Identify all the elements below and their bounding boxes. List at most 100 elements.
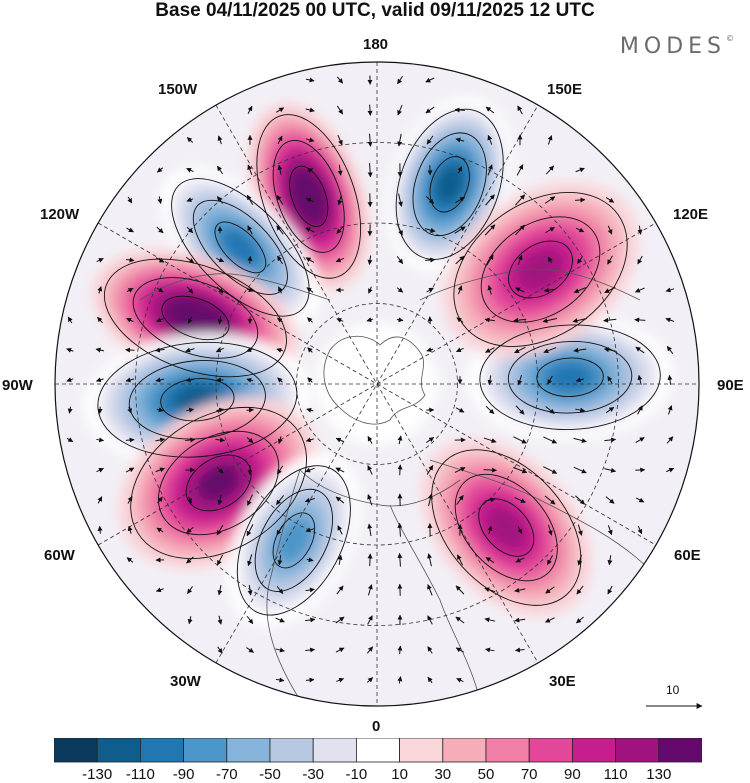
colorbar-tick-label: 70 — [520, 766, 538, 783]
lon-label-150e: 150E — [547, 81, 583, 98]
wind-vector — [277, 436, 283, 445]
wind-vector — [456, 554, 464, 566]
wind-vector — [367, 465, 373, 475]
wind-vector — [604, 467, 617, 473]
wind-vector — [514, 647, 525, 653]
wind-vector — [577, 256, 583, 264]
wind-vector — [575, 495, 585, 505]
colorbar-tick-label: -110 — [125, 766, 155, 783]
wind-vector — [307, 317, 313, 323]
contour-line — [97, 341, 298, 458]
contour-line — [412, 132, 487, 237]
contour-line — [454, 473, 558, 582]
wind-vector — [247, 554, 253, 567]
lon-label-180: 180 — [363, 36, 389, 53]
wind-vector — [607, 525, 613, 536]
wind-vector — [186, 556, 194, 564]
brand-name: MODES — [619, 34, 726, 59]
wind-vector — [517, 254, 523, 265]
wind-vector — [337, 554, 343, 565]
wind-vector — [337, 525, 343, 535]
wind-vector — [396, 317, 404, 323]
wind-vector — [306, 557, 314, 563]
wind-vector — [185, 347, 195, 353]
wind-vector — [513, 436, 527, 444]
wind-vector — [367, 523, 373, 537]
wind-vector — [337, 164, 343, 176]
wind-vector — [66, 437, 74, 443]
colorbar-cell — [399, 738, 444, 763]
wind-vector — [97, 525, 103, 534]
wind-vector — [217, 495, 223, 506]
wind-vector — [454, 467, 466, 473]
wind-vector — [457, 285, 463, 295]
wind-vector — [187, 496, 193, 504]
wind-vector — [426, 196, 434, 204]
wind-vector — [635, 497, 645, 503]
wind-vector — [573, 437, 587, 443]
wind-vector — [427, 615, 433, 625]
wind-vector — [605, 197, 615, 203]
wind-vector — [366, 646, 374, 654]
contour-line — [214, 221, 267, 274]
lon-label-30w: 30W — [170, 673, 201, 690]
wind-vector — [547, 256, 553, 264]
wind-vector — [155, 437, 166, 443]
wind-vector — [246, 377, 254, 383]
wind-vector — [573, 347, 587, 353]
wind-vector — [215, 347, 224, 353]
wind-vector — [455, 255, 465, 265]
wind-vector — [186, 137, 194, 143]
wind-vector — [575, 227, 585, 233]
wind-vector — [637, 526, 643, 535]
wind-vector — [483, 437, 497, 443]
wind-vector — [487, 134, 493, 145]
wind-vector — [666, 345, 674, 354]
wind-vector — [336, 585, 344, 595]
wind-vector — [185, 437, 196, 443]
brand-copyright: © — [726, 34, 734, 43]
wind-vector — [427, 646, 433, 654]
wind-vector — [456, 677, 464, 683]
colorbar-cell — [355, 738, 400, 763]
wind-vector — [337, 195, 343, 206]
wind-vector — [335, 616, 345, 624]
wind-vector — [305, 647, 316, 653]
wind-vector — [454, 226, 466, 234]
wind-vector — [427, 553, 433, 567]
wind-vector — [572, 317, 588, 324]
wind-vector — [366, 677, 374, 683]
wind-vector — [634, 287, 645, 293]
wind-vector — [604, 437, 617, 443]
wind-vector — [397, 676, 403, 684]
wind-vector — [607, 375, 613, 384]
wind-vector — [484, 317, 495, 323]
wind-vector — [125, 377, 135, 383]
wind-vector — [277, 377, 283, 383]
wind-vector — [543, 347, 557, 354]
contour-line — [272, 139, 345, 253]
wind-vector — [513, 467, 528, 474]
wind-vector — [155, 257, 165, 263]
wind-vector — [247, 225, 253, 235]
wind-vector — [547, 524, 553, 536]
contour-line — [272, 512, 316, 569]
contour-line — [192, 199, 288, 295]
wind-vector — [397, 464, 403, 476]
wind-vector — [515, 557, 525, 563]
colorbar-tick-label: -10 — [345, 766, 368, 783]
wind-vector — [457, 166, 463, 174]
wind-vector — [515, 287, 525, 293]
wind-vector — [368, 286, 373, 294]
meridian-line — [215, 104, 539, 664]
wind-vector — [215, 437, 226, 443]
wind-vectors — [66, 75, 675, 684]
wind-vector — [487, 525, 493, 534]
wind-vector — [455, 647, 465, 653]
wind-vector — [126, 317, 134, 323]
contour-line — [132, 277, 259, 359]
wind-vector — [396, 287, 404, 293]
wind-vector — [186, 167, 194, 173]
colorbar-cell — [140, 738, 185, 763]
